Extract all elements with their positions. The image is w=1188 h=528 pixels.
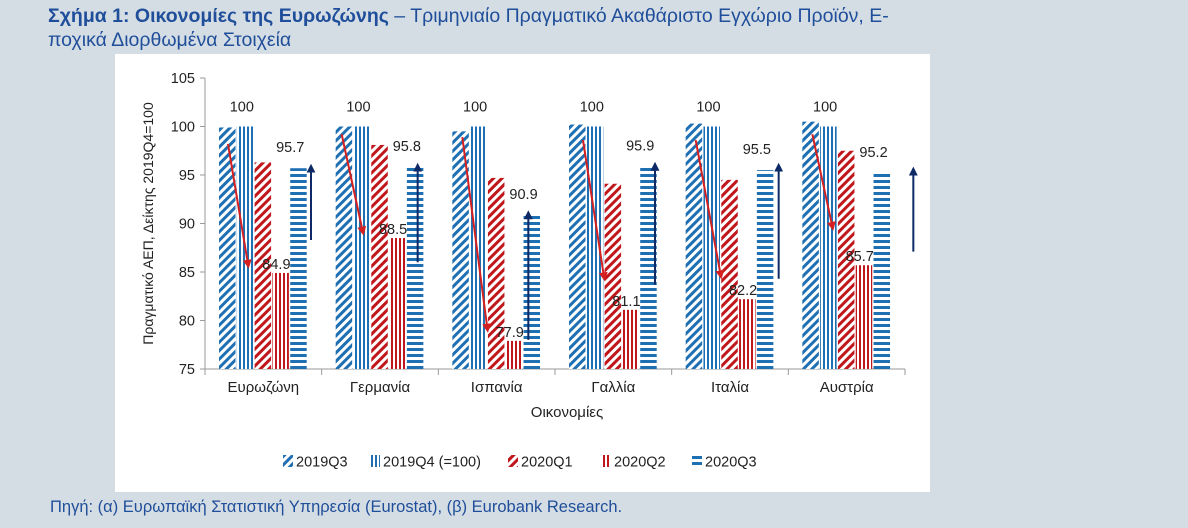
bar-red-diag (254, 162, 272, 369)
bar-red-diag (721, 179, 738, 369)
y-tick-label: 80 (179, 314, 195, 330)
bar-red-vert (855, 265, 873, 369)
x-axis-title: Οικονομίες (531, 404, 603, 421)
legend-label: 2020Q1 (521, 455, 573, 471)
figure-title-bold: Σχήμα 1: Οικονομίες της Ευρωζώνης (48, 5, 389, 27)
data-label-2020q2: 85.7 (846, 249, 874, 265)
legend-swatch (370, 455, 380, 467)
x-tick-label: Ευρωζώνη (228, 379, 300, 396)
x-tick-label: Γερμανία (350, 379, 411, 396)
data-label-2020q3: 90.9 (509, 187, 537, 203)
x-tick-label: Αυστρία (820, 379, 874, 396)
figure-title-rest: – Τριμηνιαίο Πραγματικό Ακαθάριστο Εγχώρ… (388, 5, 889, 27)
y-tick-label: 100 (171, 120, 195, 136)
y-tick-label: 75 (179, 362, 195, 378)
bar-blue-horiz (523, 214, 541, 369)
data-label-2019q4: 100 (230, 100, 254, 116)
data-label-2020q3: 95.7 (276, 140, 304, 156)
bar-blue-diag (452, 131, 469, 369)
x-tick-label: Ισπανία (471, 379, 523, 396)
bar-blue-diag (335, 126, 353, 369)
data-label-2019q4: 100 (463, 100, 487, 116)
chart-panel: 75 80 85 90 95 100 105 Ευρωζώνη Γερμανία Ισπανία Γ… (115, 54, 930, 492)
data-label-2019q4: 100 (696, 100, 720, 116)
bar-red-diag (371, 144, 388, 369)
x-tick-label: Ιταλία (711, 379, 749, 396)
data-label-2020q2: 82.2 (729, 283, 757, 299)
bar-blue-diag (802, 121, 819, 370)
bar-red-vert (389, 238, 406, 369)
bar-blue-horiz (873, 173, 891, 369)
bar-blue-vert (820, 126, 837, 369)
y-axis-title: Πραγματικό ΑΕΠ, Δείκτης 2019Q4=100 (140, 102, 156, 345)
data-label-2019q4: 100 (813, 100, 837, 116)
bar-blue-vert (470, 126, 487, 369)
bar-red-diag (487, 177, 505, 369)
data-label-2019q4: 100 (346, 100, 370, 116)
bar-chart: 75 80 85 90 95 100 105 Ευρωζώνη Γερμανία Ισπανία Γ… (140, 71, 918, 471)
figure-title: Σχήμα 1: Οικονομίες της Ευρωζώνης – Τριμ… (48, 4, 1008, 52)
bar-blue-diag (685, 123, 703, 369)
data-label-2020q3: 95.8 (393, 139, 421, 155)
arrow-down (811, 134, 836, 231)
data-label-2020q2: 88.5 (379, 222, 407, 238)
bar-blue-vert (353, 126, 370, 369)
y-tick-label: 85 (179, 265, 195, 281)
legend-swatch (692, 455, 702, 467)
legend-label: 2020Q2 (614, 455, 666, 471)
arrow-down (694, 139, 725, 280)
bar-red-diag (604, 183, 622, 369)
bar-blue-horiz (756, 170, 774, 369)
data-label-2020q3: 95.9 (626, 138, 654, 154)
y-tick-label: 105 (171, 71, 195, 87)
arrow-down (582, 139, 608, 282)
bar-blue-horiz (290, 168, 307, 369)
source-note: Πηγή: (α) Ευρωπαϊκή Στατιστική Υπηρεσία … (50, 498, 623, 516)
data-label-2019q4: 100 (580, 100, 604, 116)
data-label-2020q2: 77.9 (496, 325, 524, 341)
y-tick-label: 90 (179, 217, 195, 233)
bar-blue-horiz (640, 166, 657, 369)
legend-swatch (601, 455, 611, 467)
legend-swatch (508, 455, 518, 467)
legend-label: 2020Q3 (705, 455, 757, 471)
arrow-down (340, 134, 367, 236)
legend-label: 2019Q3 (296, 455, 348, 471)
bar-blue-diag (569, 124, 586, 369)
legend-swatch (283, 455, 293, 467)
legend-label: 2019Q4 (=100) (383, 455, 481, 471)
figure-title-line2: ποχικά Διορθωμένα Στοιχεία (48, 29, 292, 51)
bar-blue-vert (586, 126, 604, 369)
bar-red-vert (622, 309, 639, 369)
bar-blue-diag (219, 127, 236, 369)
data-label-2020q2: 84.9 (262, 257, 290, 273)
bar-red-vert (739, 299, 756, 369)
arrow-down (461, 137, 492, 333)
data-label-2020q2: 81.1 (612, 294, 640, 310)
data-label-2020q3: 95.5 (743, 142, 771, 158)
arrow-down (227, 143, 252, 269)
y-tick-label: 95 (179, 168, 195, 184)
data-label-2020q3: 95.2 (859, 145, 887, 161)
bar-blue-vert (703, 126, 720, 369)
bar-red-vert (505, 340, 523, 369)
x-tick-label: Γαλλία (591, 379, 635, 396)
bar-red-diag (837, 150, 855, 369)
bar-red-vert (272, 272, 289, 369)
bar-blue-horiz (406, 167, 424, 369)
